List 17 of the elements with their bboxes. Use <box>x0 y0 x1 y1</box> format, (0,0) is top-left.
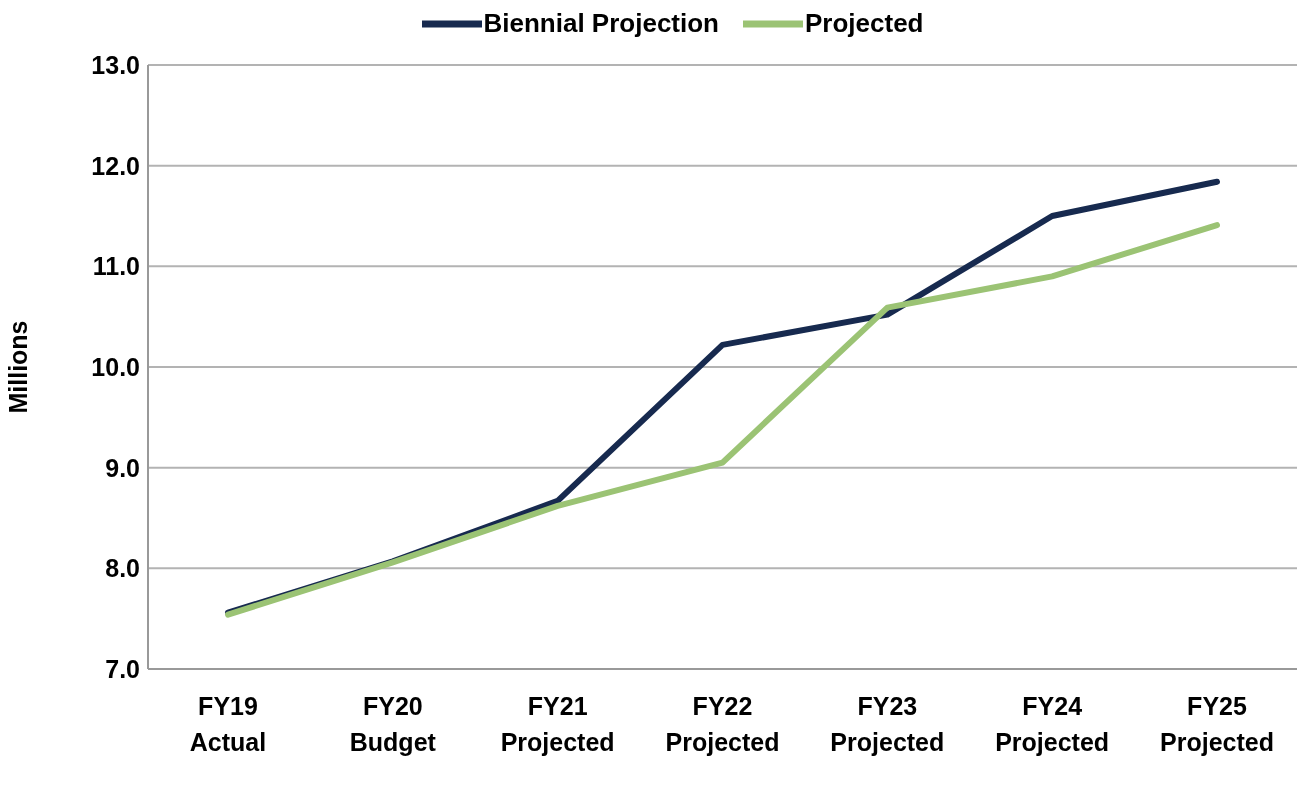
y-tick-label: 10.0 <box>91 352 140 381</box>
x-tick-label: FY20 Budget <box>349 692 437 756</box>
legend-label: Biennial Projection <box>482 8 719 39</box>
y-tick-label: 12.0 <box>91 151 140 180</box>
y-axis-title: Millions <box>3 320 32 414</box>
x-tick-label: FY21 Projected <box>500 692 615 756</box>
x-tick-label: FY25 Projected <box>1160 692 1274 756</box>
x-tick-label: FY19 Actual <box>189 692 267 756</box>
x-tick-label: FY22 Projected <box>665 692 780 756</box>
y-tick-label: 9.0 <box>105 453 140 482</box>
legend-label: Projected <box>804 8 924 39</box>
y-tick-label: 7.0 <box>105 654 140 683</box>
x-tick-label: FY24 Projected <box>995 692 1110 756</box>
y-tick-label: 8.0 <box>105 554 140 583</box>
x-tick-label: FY23 Projected <box>830 692 945 756</box>
y-tick-label: 11.0 <box>92 252 140 281</box>
y-tick-label: 13.0 <box>91 50 140 79</box>
